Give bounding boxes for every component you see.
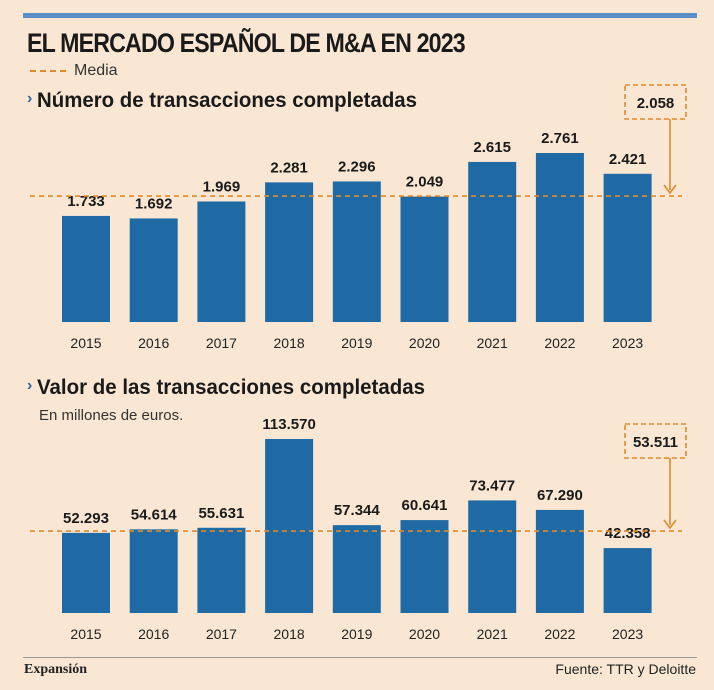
- x-tick-label: 2017: [206, 626, 237, 642]
- bar-value-label: 2.761: [541, 130, 579, 147]
- bar: [468, 161, 517, 322]
- mean-callout-label: 53.511: [633, 434, 678, 451]
- section-title: Valor de las transacciones completadas: [37, 376, 425, 399]
- bar-value-label: 2.281: [270, 159, 308, 176]
- bar: [129, 529, 178, 613]
- bar: [400, 520, 449, 613]
- bar-value-label: 1.692: [135, 195, 173, 212]
- bar: [535, 153, 584, 322]
- bar-value-label: 1.969: [203, 178, 241, 195]
- x-tick-label: 2020: [409, 335, 440, 351]
- page-title: EL MERCADO ESPAÑOL DE M&A EN 2023: [27, 28, 466, 58]
- x-tick-label: 2021: [477, 626, 508, 642]
- bar-value-label: 113.570: [262, 416, 315, 433]
- bar: [400, 196, 449, 322]
- bar: [603, 173, 652, 322]
- x-tick-label: 2017: [206, 335, 237, 351]
- bar-value-label: 73.477: [469, 477, 515, 494]
- bar: [197, 527, 246, 613]
- bar: [62, 215, 110, 322]
- legend: Media: [30, 62, 118, 80]
- bar-value-label: 2.421: [609, 151, 647, 168]
- bar: [332, 525, 381, 613]
- bar: [197, 201, 246, 322]
- arrow-down-icon: [663, 184, 677, 195]
- bar: [62, 532, 110, 613]
- bar: [265, 439, 314, 613]
- bar-value-label: 54.614: [131, 506, 178, 523]
- x-tick-label: 2023: [612, 335, 643, 351]
- bar: [603, 548, 652, 613]
- top-rule: [23, 13, 697, 18]
- bar: [265, 182, 314, 322]
- legend-mean-label: Media: [74, 62, 118, 79]
- bar-value-label: 60.641: [402, 497, 448, 514]
- arrow-down-icon: [663, 519, 677, 530]
- legend-mean-swatch: [30, 70, 66, 72]
- bar-value-label: 42.358: [605, 525, 651, 542]
- x-tick-label: 2016: [138, 626, 169, 642]
- brand-logo: Expansión: [24, 662, 88, 677]
- x-tick-label: 2022: [544, 335, 575, 351]
- x-tick-label: 2021: [477, 335, 508, 351]
- x-tick-label: 2023: [612, 626, 643, 642]
- x-tick-label: 2018: [274, 335, 305, 351]
- x-tick-label: 2019: [341, 626, 372, 642]
- x-tick-label: 2022: [544, 626, 575, 642]
- x-tick-label: 2018: [274, 626, 305, 642]
- mean-callout-box: [624, 84, 687, 120]
- x-tick-label: 2020: [409, 626, 440, 642]
- bar: [332, 181, 381, 322]
- bar-value-label: 52.293: [63, 510, 109, 527]
- mean-callout-box: [624, 423, 687, 459]
- bar-value-label: 1.733: [67, 193, 105, 210]
- footer-rule: [23, 657, 697, 658]
- bar: [129, 218, 178, 322]
- bar-value-label: 55.631: [198, 505, 244, 522]
- bar-value-label: 2.615: [473, 139, 511, 156]
- bar: [535, 509, 584, 613]
- x-tick-label: 2019: [341, 335, 372, 351]
- section-chevron-icon: ›: [27, 377, 32, 394]
- bar-value-label: 57.344: [334, 502, 381, 519]
- x-tick-label: 2015: [70, 626, 101, 642]
- source-note: Fuente: TTR y Deloitte: [555, 661, 696, 677]
- x-tick-label: 2015: [70, 335, 101, 351]
- section-chevron-icon: ›: [27, 90, 32, 107]
- bar-value-label: 2.296: [338, 158, 376, 175]
- section-subtitle: En millones de euros.: [39, 407, 183, 424]
- x-tick-label: 2016: [138, 335, 169, 351]
- mean-callout-label: 2.058: [637, 95, 675, 112]
- bar: [468, 500, 517, 613]
- section-title: Número de transacciones completadas: [37, 89, 417, 112]
- bar-value-label: 67.290: [537, 487, 583, 504]
- bar-value-label: 2.049: [406, 174, 444, 191]
